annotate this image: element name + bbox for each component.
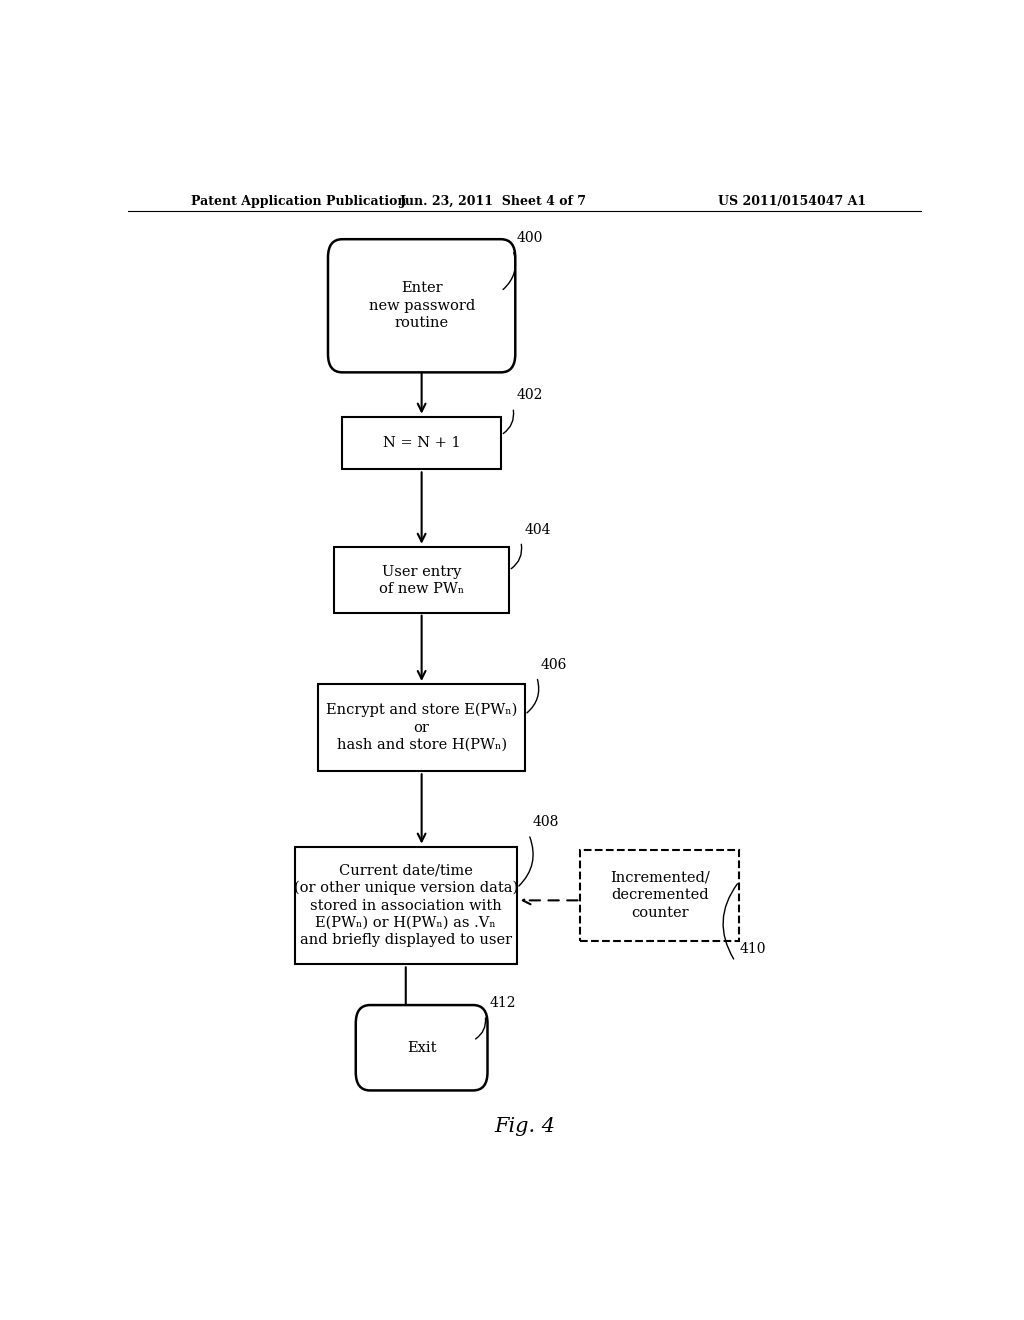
Bar (318, 684, 524, 771)
Text: 408: 408 (532, 816, 559, 829)
Text: N = N + 1: N = N + 1 (383, 436, 461, 450)
FancyBboxPatch shape (355, 1005, 487, 1090)
Text: 406: 406 (541, 657, 567, 672)
Text: Enter
new password
routine: Enter new password routine (369, 281, 475, 330)
Text: 404: 404 (524, 523, 551, 536)
FancyBboxPatch shape (328, 239, 515, 372)
Bar (334, 548, 509, 614)
Bar (342, 417, 501, 470)
Text: Patent Application Publication: Patent Application Publication (191, 194, 407, 207)
Text: 410: 410 (739, 942, 766, 956)
Text: Encrypt and store E(PWₙ)
or
hash and store H(PWₙ): Encrypt and store E(PWₙ) or hash and sto… (326, 704, 517, 752)
Text: Exit: Exit (407, 1040, 436, 1055)
Text: User entry
of new PWₙ: User entry of new PWₙ (379, 565, 464, 595)
Text: Current date/time
(or other unique version data)
stored in association with
E(PW: Current date/time (or other unique versi… (294, 863, 518, 948)
Text: US 2011/0154047 A1: US 2011/0154047 A1 (718, 194, 866, 207)
Bar (295, 847, 517, 964)
Text: 400: 400 (517, 231, 544, 244)
Text: 412: 412 (489, 997, 516, 1010)
Text: Incremented/
decremented
counter: Incremented/ decremented counter (610, 871, 710, 920)
Text: Fig. 4: Fig. 4 (495, 1117, 555, 1135)
Text: 402: 402 (517, 388, 544, 403)
Text: Jun. 23, 2011  Sheet 4 of 7: Jun. 23, 2011 Sheet 4 of 7 (399, 194, 587, 207)
Bar (581, 850, 739, 941)
